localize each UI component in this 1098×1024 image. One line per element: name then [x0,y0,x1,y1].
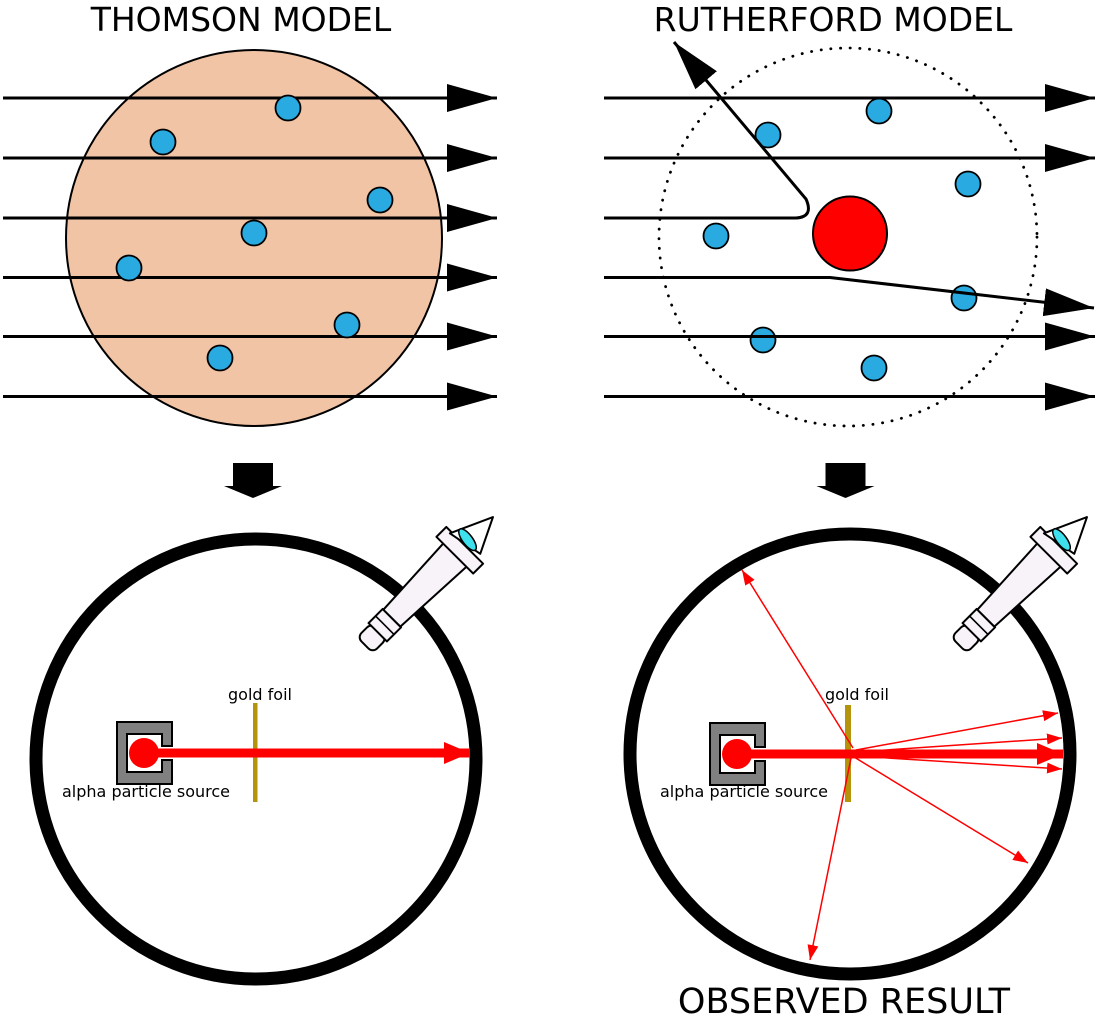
scattered-alpha-arrow [741,569,854,749]
detector-eyepiece-icon [939,497,1098,665]
rutherford-title: RUTHERFORD MODEL [654,0,1013,39]
electron [860,354,888,382]
rutherford-apparatus-panel: gold foil alpha particle source OBSERVED… [623,497,1098,1022]
rutherford-model-panel: RUTHERFORD MODEL [604,0,1095,428]
detector-eyepiece-icon [345,497,513,665]
electron [950,284,978,312]
electron [115,254,143,282]
thomson-title: THOMSON MODEL [90,0,392,39]
scattered-alpha-arrow [807,757,852,961]
electron [754,121,782,149]
alpha-beams-rutherford [604,41,1095,411]
backscattered-beam [604,41,810,220]
scattered-alpha-arrows [741,569,1063,961]
electron [954,170,982,198]
alpha-source-label: alpha particle source [660,782,828,801]
alpha-source-pellet [722,739,752,769]
gold-foil-label: gold foil [825,685,889,704]
electrons-thomson [115,94,394,372]
electron [333,311,361,339]
electron [366,186,394,214]
electron [749,326,777,354]
electron [149,128,177,156]
detector-screen-ring [29,532,483,986]
electron [865,97,893,125]
electron [206,344,234,372]
electron [702,222,730,250]
atom-boundary-dotted-circle [657,46,1039,428]
down-arrow-icon [816,463,875,498]
electrons-rutherford [702,97,982,382]
scattered-alpha-arrow [855,755,1063,774]
scattered-alpha-arrow [855,733,1063,753]
down-arrow-icon [224,463,282,498]
thomson-apparatus-panel: gold foil alpha particle source [29,497,513,986]
electron [240,219,268,247]
alpha-source-label: alpha particle source [62,782,230,801]
scattered-alpha-arrow [855,710,1059,751]
electron [274,94,302,122]
thomson-model-panel: THOMSON MODEL [3,0,497,427]
deflected-beam [604,276,1095,317]
gold-foil-label: gold foil [228,685,292,704]
detector-screen-ring [623,527,1077,981]
observed-result-caption: OBSERVED RESULT [678,982,1011,1022]
nucleus [812,195,888,272]
alpha-source-pellet [129,738,159,768]
alpha-beams-thomson [3,84,497,411]
scattered-alpha-arrow [853,756,1029,864]
